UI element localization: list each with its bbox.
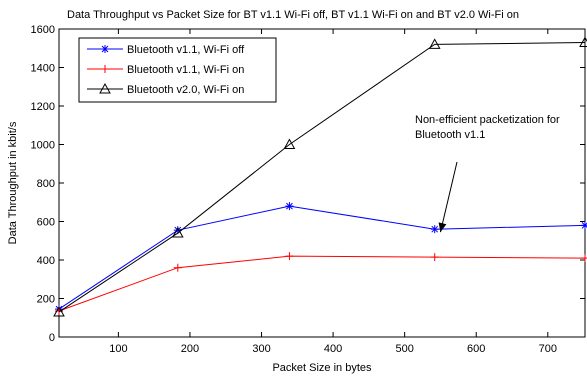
- series-1: [55, 202, 587, 314]
- legend-marker: [99, 82, 111, 94]
- x-tick-label: 700: [539, 343, 557, 355]
- y-axis-label: Data Throughput in kbit/s: [7, 121, 19, 244]
- data-point: [285, 202, 294, 211]
- data-point: [430, 253, 439, 262]
- annotation: Non-efficient packetization for Bluetoot…: [415, 114, 560, 233]
- legend: Bluetooth v1.1, Wi-Fi off Bluetooth v1.1,…: [78, 37, 277, 103]
- chart-title: Data Throughput vs Packet Size for BT v1…: [67, 9, 519, 21]
- legend-marker: [101, 65, 109, 73]
- data-point: [171, 227, 184, 238]
- legend-item: Bluetooth v1.1, Wi-Fi off: [87, 44, 245, 56]
- y-tick-label: 600: [37, 217, 55, 229]
- data-point: [581, 254, 587, 263]
- series-layer: [53, 36, 587, 317]
- data-point: [579, 36, 587, 47]
- x-axis-ticks: 100 200 300 400 500 600 700: [109, 29, 557, 355]
- data-point: [428, 38, 441, 49]
- legend-label: Bluetooth v1.1, Wi-Fi on: [127, 64, 244, 76]
- y-tick-label: 1200: [31, 101, 55, 113]
- data-point: [53, 305, 65, 317]
- annotation-text-line-1: Non-efficient packetization for: [415, 114, 560, 126]
- legend-marker: [101, 45, 109, 53]
- y-tick-label: 1000: [31, 140, 55, 152]
- y-tick-label: 0: [49, 332, 55, 344]
- legend-label: Bluetooth v2.0, Wi-Fi on: [127, 84, 244, 96]
- legend-item: Bluetooth v2.0, Wi-Fi on: [87, 82, 244, 96]
- data-point: [430, 225, 439, 234]
- y-tick-label: 800: [37, 178, 55, 190]
- y-tick-label: 400: [37, 255, 55, 267]
- legend-entries: Bluetooth v1.1, Wi-Fi off Bluetooth v1.1,…: [87, 44, 245, 96]
- annotation-text-line-2: Bluetooth v1.1: [415, 129, 485, 141]
- x-tick-label: 600: [467, 343, 485, 355]
- x-tick-label: 500: [395, 343, 413, 355]
- series-line: [58, 41, 586, 313]
- x-tick-label: 200: [181, 343, 199, 355]
- y-tick-label: 200: [37, 294, 55, 306]
- annotation-arrowhead: [438, 222, 447, 233]
- y-tick-label: 1400: [31, 63, 55, 75]
- y-axis-ticks: 0 200 400 600 800 1000 1200 1400 1600: [31, 24, 585, 344]
- data-point: [173, 263, 182, 272]
- x-tick-label: 100: [109, 343, 127, 355]
- y-tick-label: 1600: [31, 24, 55, 36]
- x-axis-label: Packet Size in bytes: [272, 362, 372, 374]
- x-tick-label: 300: [252, 343, 270, 355]
- legend-label: Bluetooth v1.1, Wi-Fi off: [127, 44, 245, 56]
- x-tick-label: 400: [324, 343, 342, 355]
- legend-item: Bluetooth v1.1, Wi-Fi on: [87, 64, 244, 76]
- annotation-arrow-line: [439, 161, 458, 233]
- data-point: [283, 138, 296, 149]
- series-3: [53, 36, 587, 317]
- data-point: [581, 221, 587, 230]
- data-point: [285, 252, 294, 261]
